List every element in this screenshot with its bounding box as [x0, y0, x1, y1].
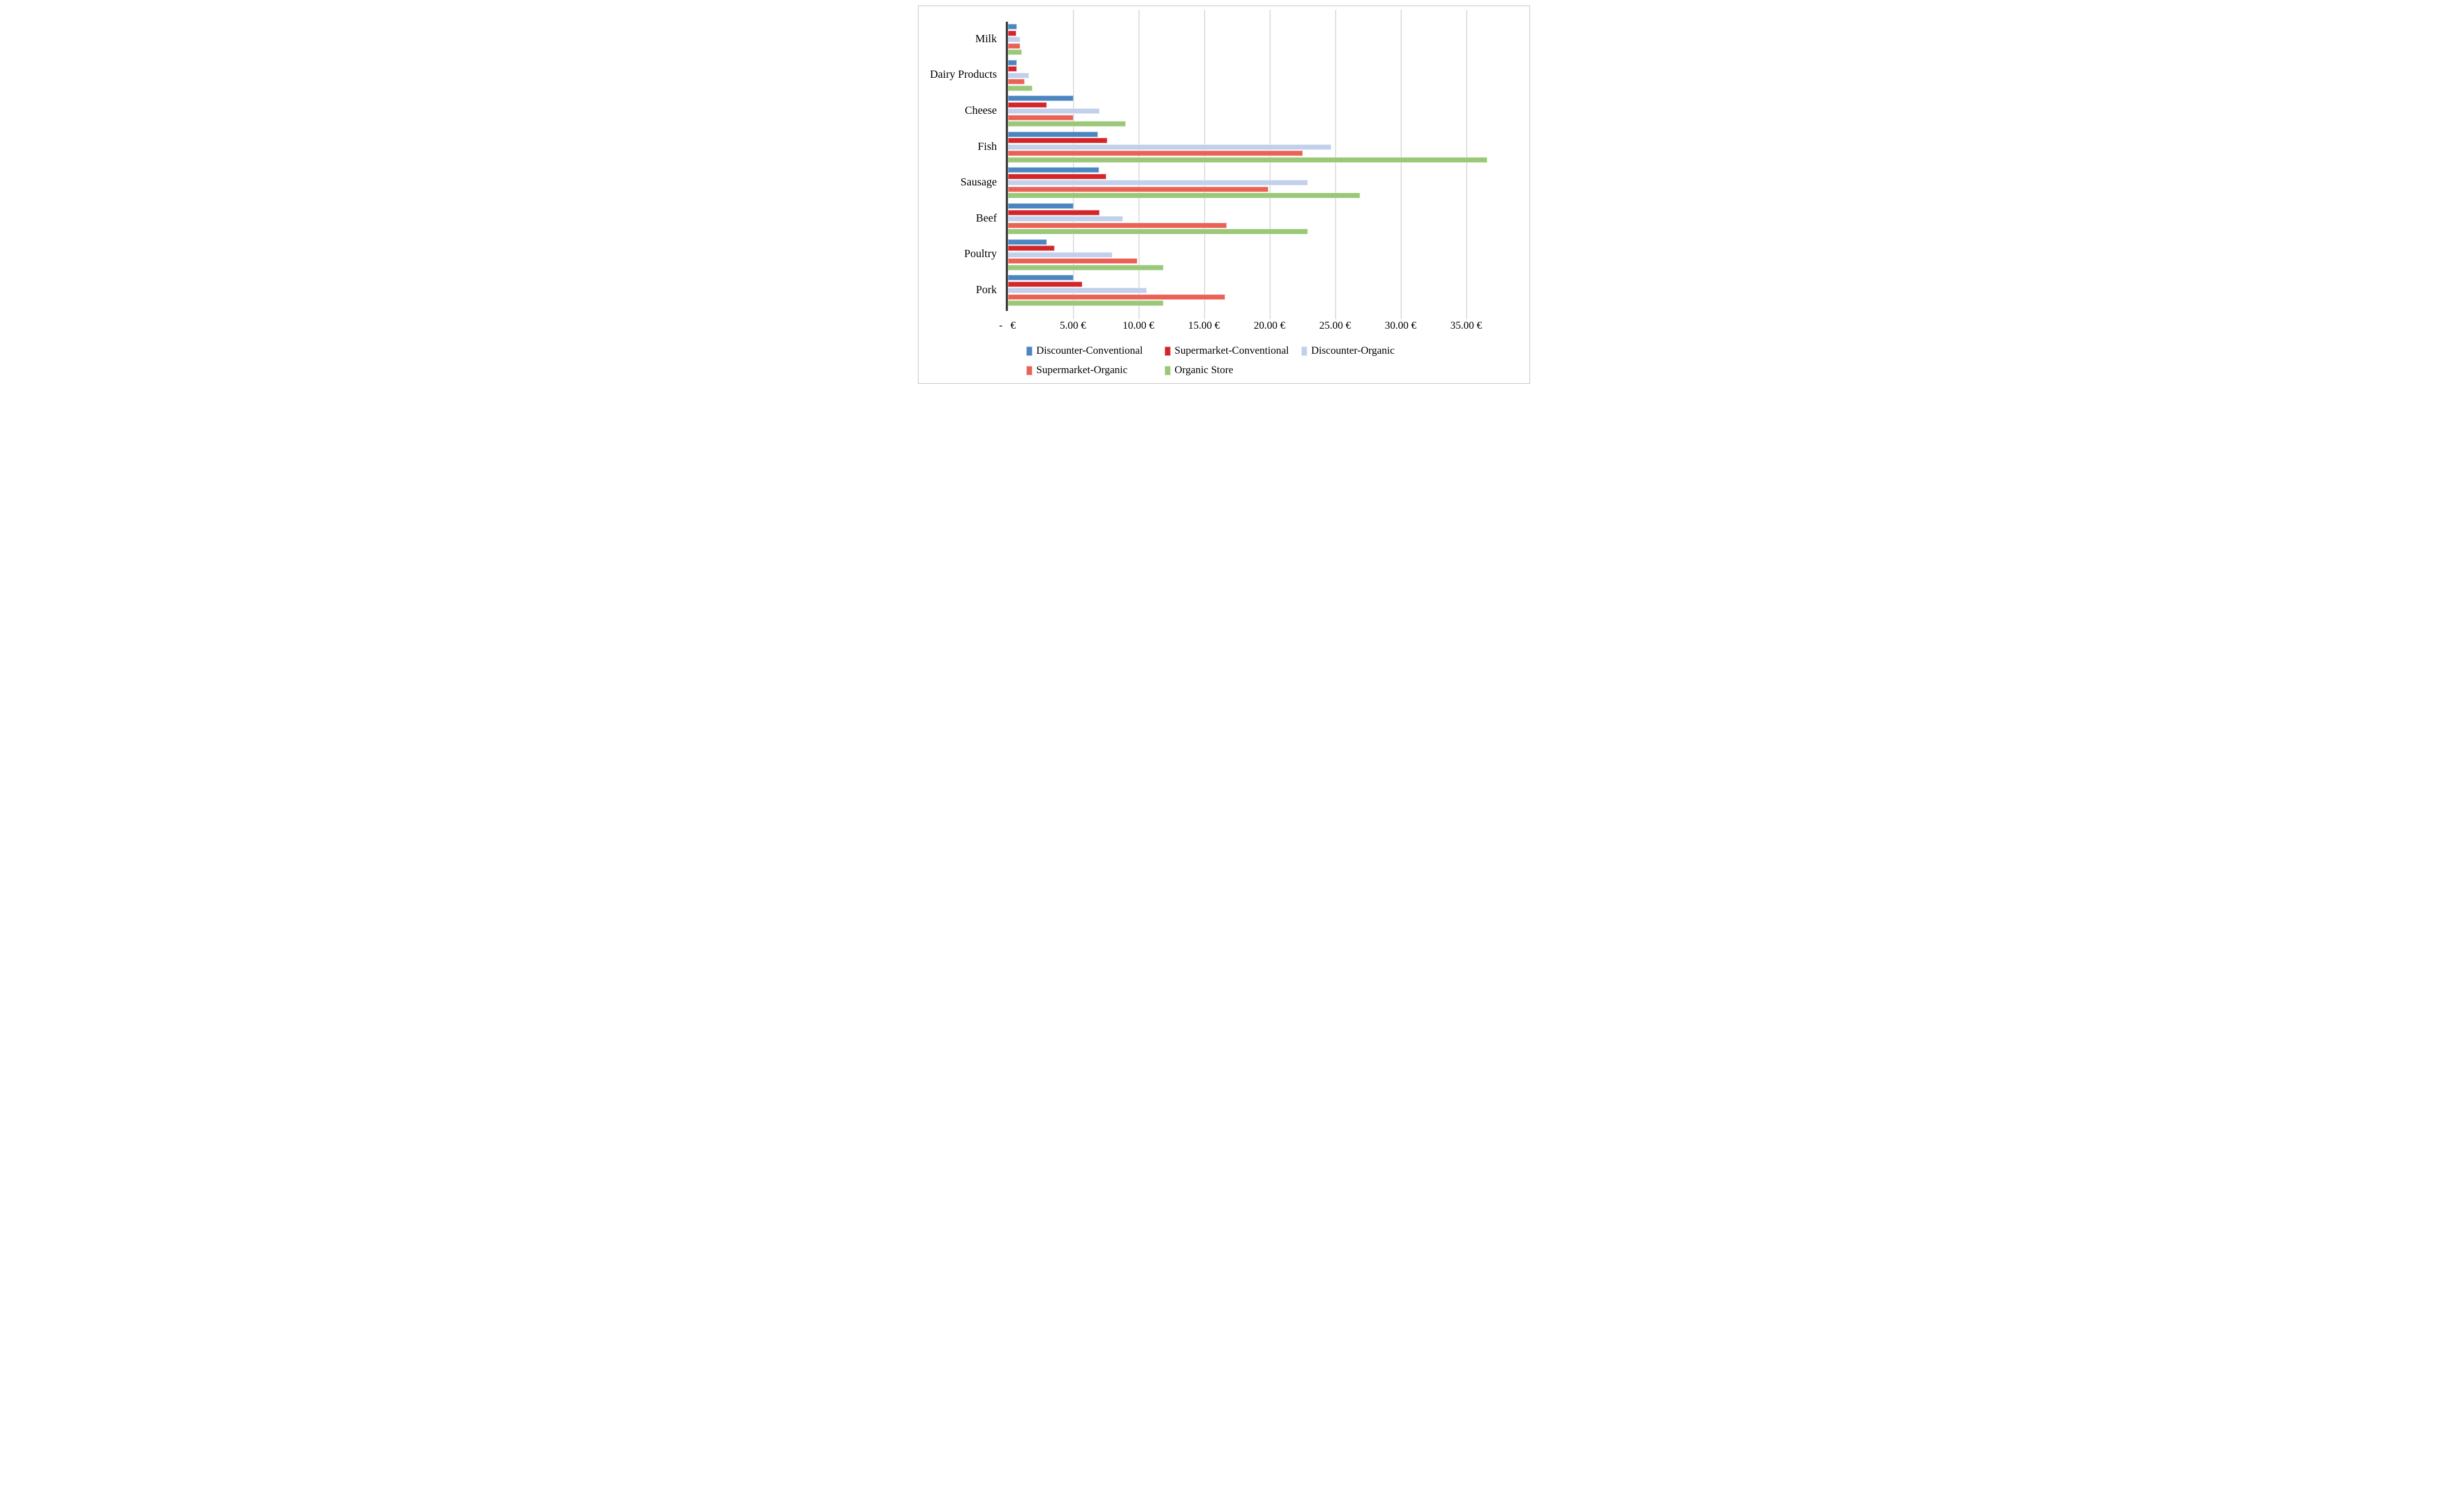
legend-item-supermarket-conventional: Supermarket-Conventional	[1165, 345, 1289, 357]
bar-pork-supermarket-conventional	[1007, 281, 1083, 287]
bar-milk-organic-store	[1007, 49, 1022, 55]
legend-label: Organic Store	[1175, 364, 1233, 376]
gridline-30	[1401, 10, 1402, 319]
bar-beef-discounter-conventional	[1007, 203, 1073, 209]
bar-milk-supermarket-conventional	[1007, 30, 1017, 36]
legend-swatch-icon	[1026, 346, 1032, 356]
legend-label: Supermarket-Organic	[1036, 364, 1128, 376]
bar-beef-supermarket-organic	[1007, 222, 1227, 228]
x-tick-label-0: - €	[999, 320, 1016, 331]
bar-beef-organic-store	[1007, 229, 1308, 234]
x-tick-label-35: 35.00 €	[1450, 320, 1482, 331]
bar-cheese-supermarket-organic	[1007, 114, 1073, 120]
bar-pork-organic-store	[1007, 300, 1164, 307]
legend-item-discounter-organic: Discounter-Organic	[1301, 345, 1394, 357]
bar-milk-supermarket-organic	[1007, 43, 1020, 49]
gridline-10	[1138, 10, 1140, 319]
bar-poultry-supermarket-organic	[1007, 258, 1138, 264]
category-label-pork: Pork	[976, 283, 997, 296]
bar-fish-supermarket-organic	[1007, 150, 1303, 157]
bar-sausage-supermarket-conventional	[1007, 173, 1106, 179]
category-label-beef: Beef	[976, 212, 997, 224]
bar-fish-discounter-organic	[1007, 144, 1332, 150]
category-label-sausage: Sausage	[960, 176, 997, 189]
bar-beef-supermarket-conventional	[1007, 209, 1100, 215]
category-label-fish: Fish	[977, 140, 997, 153]
legend-swatch-icon	[1301, 346, 1307, 356]
bar-cheese-supermarket-conventional	[1007, 102, 1047, 108]
gridline-25	[1335, 10, 1336, 319]
legend-swatch-icon	[1165, 365, 1171, 375]
gridline-15	[1204, 10, 1205, 319]
bar-pork-discounter-conventional	[1007, 275, 1073, 281]
bar-cheese-organic-store	[1007, 121, 1126, 127]
x-tick-label-25: 25.00 €	[1319, 320, 1351, 331]
x-tick-label-15: 15.00 €	[1188, 320, 1220, 331]
bar-poultry-organic-store	[1007, 264, 1164, 270]
legend-label: Discounter-Conventional	[1036, 345, 1143, 356]
bar-dairy-products-supermarket-conventional	[1007, 66, 1017, 72]
category-label-milk: Milk	[975, 32, 997, 45]
legend-swatch-icon	[1026, 365, 1032, 375]
bar-dairy-products-supermarket-organic	[1007, 79, 1025, 85]
bar-fish-discounter-conventional	[1007, 131, 1098, 137]
category-label-dairy-products: Dairy Products	[930, 68, 997, 81]
bar-sausage-organic-store	[1007, 193, 1361, 199]
y-axis-line	[1006, 22, 1008, 311]
bar-milk-discounter-conventional	[1007, 24, 1017, 29]
bar-dairy-products-discounter-organic	[1007, 72, 1029, 78]
bar-fish-supermarket-conventional	[1007, 138, 1107, 144]
bar-cheese-discounter-conventional	[1007, 96, 1073, 102]
legend-swatch-icon	[1165, 346, 1171, 356]
legend-label: Supermarket-Conventional	[1175, 345, 1289, 356]
gridline-20	[1270, 10, 1271, 319]
bar-fish-organic-store	[1007, 157, 1488, 163]
bar-sausage-discounter-conventional	[1007, 167, 1099, 173]
legend-item-supermarket-organic: Supermarket-Organic	[1026, 364, 1127, 376]
x-tick-label-20: 20.00 €	[1253, 320, 1286, 331]
legend-item-organic-store: Organic Store	[1165, 364, 1233, 376]
bar-milk-discounter-organic	[1007, 37, 1021, 42]
bar-dairy-products-discounter-conventional	[1007, 59, 1017, 66]
bar-dairy-products-organic-store	[1007, 85, 1033, 91]
x-tick-label-10: 10.00 €	[1122, 320, 1155, 331]
bar-cheese-discounter-organic	[1007, 108, 1100, 114]
bar-sausage-discounter-organic	[1007, 180, 1308, 186]
chart-frame: Milk Dairy Products Cheese Fish Sausage Beef P…	[918, 6, 1530, 384]
bar-poultry-supermarket-conventional	[1007, 245, 1055, 252]
legend-label: Discounter-Organic	[1311, 345, 1395, 356]
bar-poultry-discounter-conventional	[1007, 239, 1047, 245]
bar-sausage-supermarket-organic	[1007, 186, 1269, 192]
legend-item-discounter-conventional: Discounter-Conventional	[1026, 345, 1143, 357]
category-label-poultry: Poultry	[964, 248, 997, 260]
x-tick-label-5: 5.00 €	[1060, 320, 1086, 331]
bar-pork-discounter-organic	[1007, 288, 1147, 294]
bar-pork-supermarket-organic	[1007, 294, 1226, 300]
x-tick-label-30: 30.00 €	[1384, 320, 1417, 331]
bar-beef-discounter-organic	[1007, 216, 1123, 222]
gridline-35	[1466, 10, 1467, 319]
gridline-5	[1073, 10, 1074, 319]
bar-poultry-discounter-organic	[1007, 252, 1113, 258]
plot-area	[919, 6, 1529, 383]
category-label-cheese: Cheese	[965, 104, 997, 117]
